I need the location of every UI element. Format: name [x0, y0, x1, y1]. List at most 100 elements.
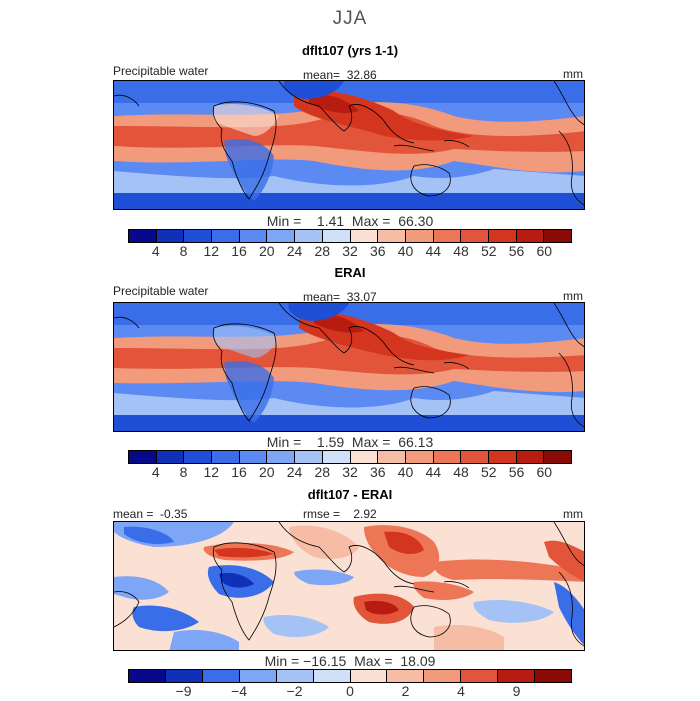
colorbar-tick: 48 [453, 243, 469, 259]
colorbar-tick: 52 [480, 243, 497, 259]
colorbar-tick: 60 [536, 464, 553, 480]
colorbar-swatch [516, 451, 545, 463]
colorbar-tick: −9 [175, 683, 192, 699]
colorbar-swatch [535, 670, 572, 682]
colorbar-swatch [322, 451, 351, 463]
colorbar-tick: 28 [314, 464, 331, 480]
colorbar-swatch [295, 451, 323, 463]
colorbar-tick: 4 [457, 683, 465, 699]
difference-map [113, 521, 585, 651]
colorbar-tick: 56 [508, 464, 525, 480]
colorbar-swatch [378, 230, 406, 242]
colorbar-swatch [498, 670, 536, 682]
colorbar-swatch [212, 230, 240, 242]
colorbar-tick: 40 [397, 464, 414, 480]
colorbar-swatch [202, 670, 240, 682]
colorbar-swatch [405, 451, 434, 463]
colorbar-tick: 4 [151, 243, 160, 259]
colorbar-tick: 9 [512, 683, 521, 699]
colorbar-tick: 2 [401, 683, 410, 699]
min-max-label: Min = 1.41 Max = 66.30 [266, 213, 434, 229]
colorbar-tick: 48 [453, 464, 469, 480]
colorbar-tick: 24 [286, 243, 303, 259]
colorbar-swatch [424, 670, 462, 682]
colorbar-swatch [165, 670, 203, 682]
colorbar-tick: 32 [342, 464, 358, 480]
colorbar [128, 669, 572, 683]
colorbar-swatch [239, 230, 268, 242]
colorbar-swatch [350, 230, 379, 242]
colorbar-swatch [212, 451, 240, 463]
colorbar-swatch [461, 451, 489, 463]
colorbar-tick: 4 [151, 464, 160, 480]
colorbar [128, 450, 572, 464]
colorbar-tick: 36 [369, 243, 386, 259]
colorbar-tick: 16 [231, 243, 247, 259]
precipitable-water-map-erai [113, 302, 585, 432]
colorbar-swatch [239, 451, 268, 463]
colorbar-swatch [350, 451, 379, 463]
colorbar-ticks: 4 8 12 16 20 24 28 32 36 40 44 48 52 56 … [128, 243, 572, 261]
panel-title: ERAI [334, 265, 366, 280]
colorbar-tick: 8 [179, 464, 188, 480]
colorbar-tick: 36 [369, 464, 386, 480]
season-title: JJA [332, 8, 368, 29]
colorbar-tick: 0 [346, 683, 354, 699]
colorbar-tick: 60 [536, 243, 553, 259]
colorbar-swatch [461, 230, 489, 242]
colorbar-ticks: 4 8 12 16 20 24 28 32 36 40 44 48 52 56 … [128, 464, 572, 482]
colorbar-swatch [378, 451, 406, 463]
colorbar-swatch [433, 230, 462, 242]
colorbar-swatch [129, 670, 166, 682]
colorbar-tick: −2 [286, 683, 303, 699]
colorbar-swatch [544, 230, 571, 242]
colorbar-tick: 56 [508, 243, 525, 259]
colorbar-tick: 28 [314, 243, 331, 259]
colorbar-swatch [488, 451, 517, 463]
colorbar [128, 229, 572, 243]
colorbar-swatch [433, 451, 462, 463]
colorbar-swatch [488, 230, 517, 242]
colorbar-tick: 12 [203, 243, 220, 259]
colorbar-swatch [276, 670, 314, 682]
colorbar-swatch [350, 670, 388, 682]
variable-label: Precipitable water [113, 64, 209, 78]
precipitable-water-map-model [113, 80, 585, 210]
min-max-label: Min = 1.59 Max = 66.13 [266, 434, 434, 450]
colorbar-swatch [156, 451, 185, 463]
colorbar-swatch [387, 670, 425, 682]
min-max-label: Min = −16.15 Max = 18.09 [264, 653, 436, 669]
mean-label: mean= 32.86 [303, 68, 377, 82]
colorbar-swatch [267, 230, 296, 242]
colorbar-swatch [184, 451, 213, 463]
colorbar-swatch [129, 451, 157, 463]
colorbar-tick: 40 [397, 243, 414, 259]
colorbar-ticks: −9 −4 −2 0 2 4 9 [128, 683, 572, 701]
colorbar-swatch [156, 230, 185, 242]
colorbar-swatch [405, 230, 434, 242]
colorbar-tick: 20 [258, 243, 275, 259]
units-label: mm [563, 507, 583, 521]
colorbar-swatch [322, 230, 351, 242]
units-label: mm [563, 289, 583, 303]
colorbar-tick: 44 [425, 464, 442, 480]
colorbar-swatch [461, 670, 499, 682]
panel-title: dflt107 - ERAI [307, 487, 393, 502]
units-label: mm [563, 67, 583, 81]
colorbar-swatch [267, 451, 296, 463]
colorbar-swatch [239, 670, 277, 682]
colorbar-tick: 24 [286, 464, 303, 480]
colorbar-swatch [295, 230, 323, 242]
colorbar-tick: 52 [480, 464, 497, 480]
colorbar-tick: 20 [258, 464, 275, 480]
colorbar-swatch [313, 670, 351, 682]
rmse-label: rmse = 2.92 [303, 507, 377, 521]
variable-label: Precipitable water [113, 284, 209, 298]
colorbar-swatch [129, 230, 157, 242]
colorbar-tick: 16 [231, 464, 247, 480]
colorbar-tick: 12 [203, 464, 220, 480]
colorbar-tick: 32 [342, 243, 358, 259]
colorbar-swatch [184, 230, 213, 242]
panel-title: dflt107 (yrs 1-1) [301, 43, 399, 58]
mean-label: mean= 33.07 [303, 290, 377, 304]
